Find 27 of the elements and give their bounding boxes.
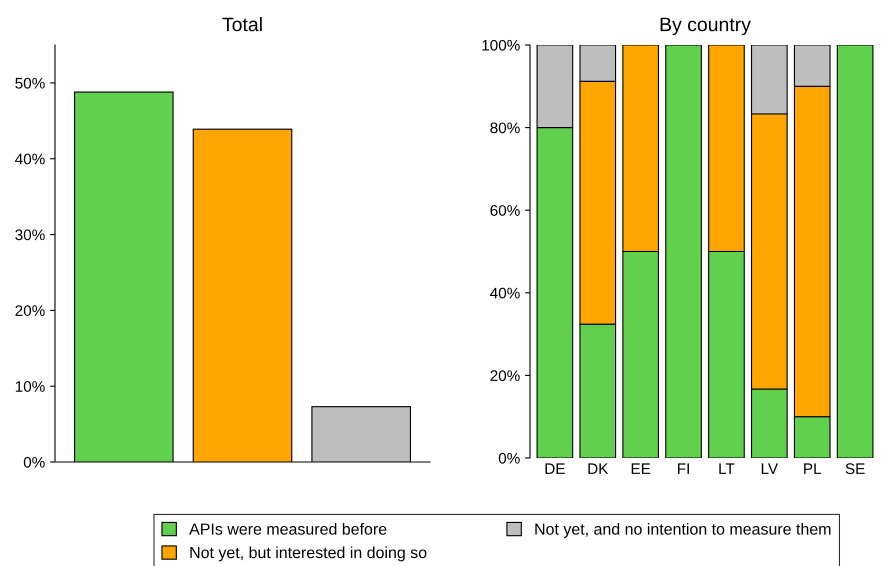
legend-label: APIs were measured before: [189, 523, 386, 535]
x-tick-label: DK: [588, 463, 608, 474]
bar: [836, 45, 874, 458]
x-tick-label: LV: [762, 463, 778, 474]
chart-title: Total: [222, 17, 262, 32]
x-tick-label: PL: [804, 463, 822, 474]
legend-label: Not yet, and no intention to measure them: [535, 523, 830, 538]
y-tick-label: 100%: [482, 40, 520, 51]
y-tick-label: 0%: [498, 452, 520, 464]
y-tick-label: 40%: [490, 288, 520, 298]
legend-label: Not yet, but interested in doing so: [190, 546, 426, 562]
x-tick-label: LT: [719, 463, 734, 474]
y-tick-label: 80%: [490, 122, 520, 134]
y-tick-label: 20%: [15, 305, 45, 316]
y-tick-label: 60%: [490, 205, 520, 216]
x-tick-label: FI: [678, 463, 689, 474]
y-tick-label: 0%: [24, 456, 45, 468]
chart-title: By country: [660, 18, 751, 36]
x-tick-label: SE: [846, 463, 865, 474]
y-tick-label: 40%: [15, 154, 45, 164]
y-tick-label: 10%: [16, 381, 45, 392]
y-tick-label: 30%: [15, 229, 45, 240]
y-tick-label: 20%: [490, 370, 520, 382]
bar: [665, 45, 702, 458]
x-tick-label: DE: [546, 463, 565, 474]
x-tick-label: EE: [632, 463, 650, 474]
y-tick-label: 50%: [15, 78, 45, 89]
